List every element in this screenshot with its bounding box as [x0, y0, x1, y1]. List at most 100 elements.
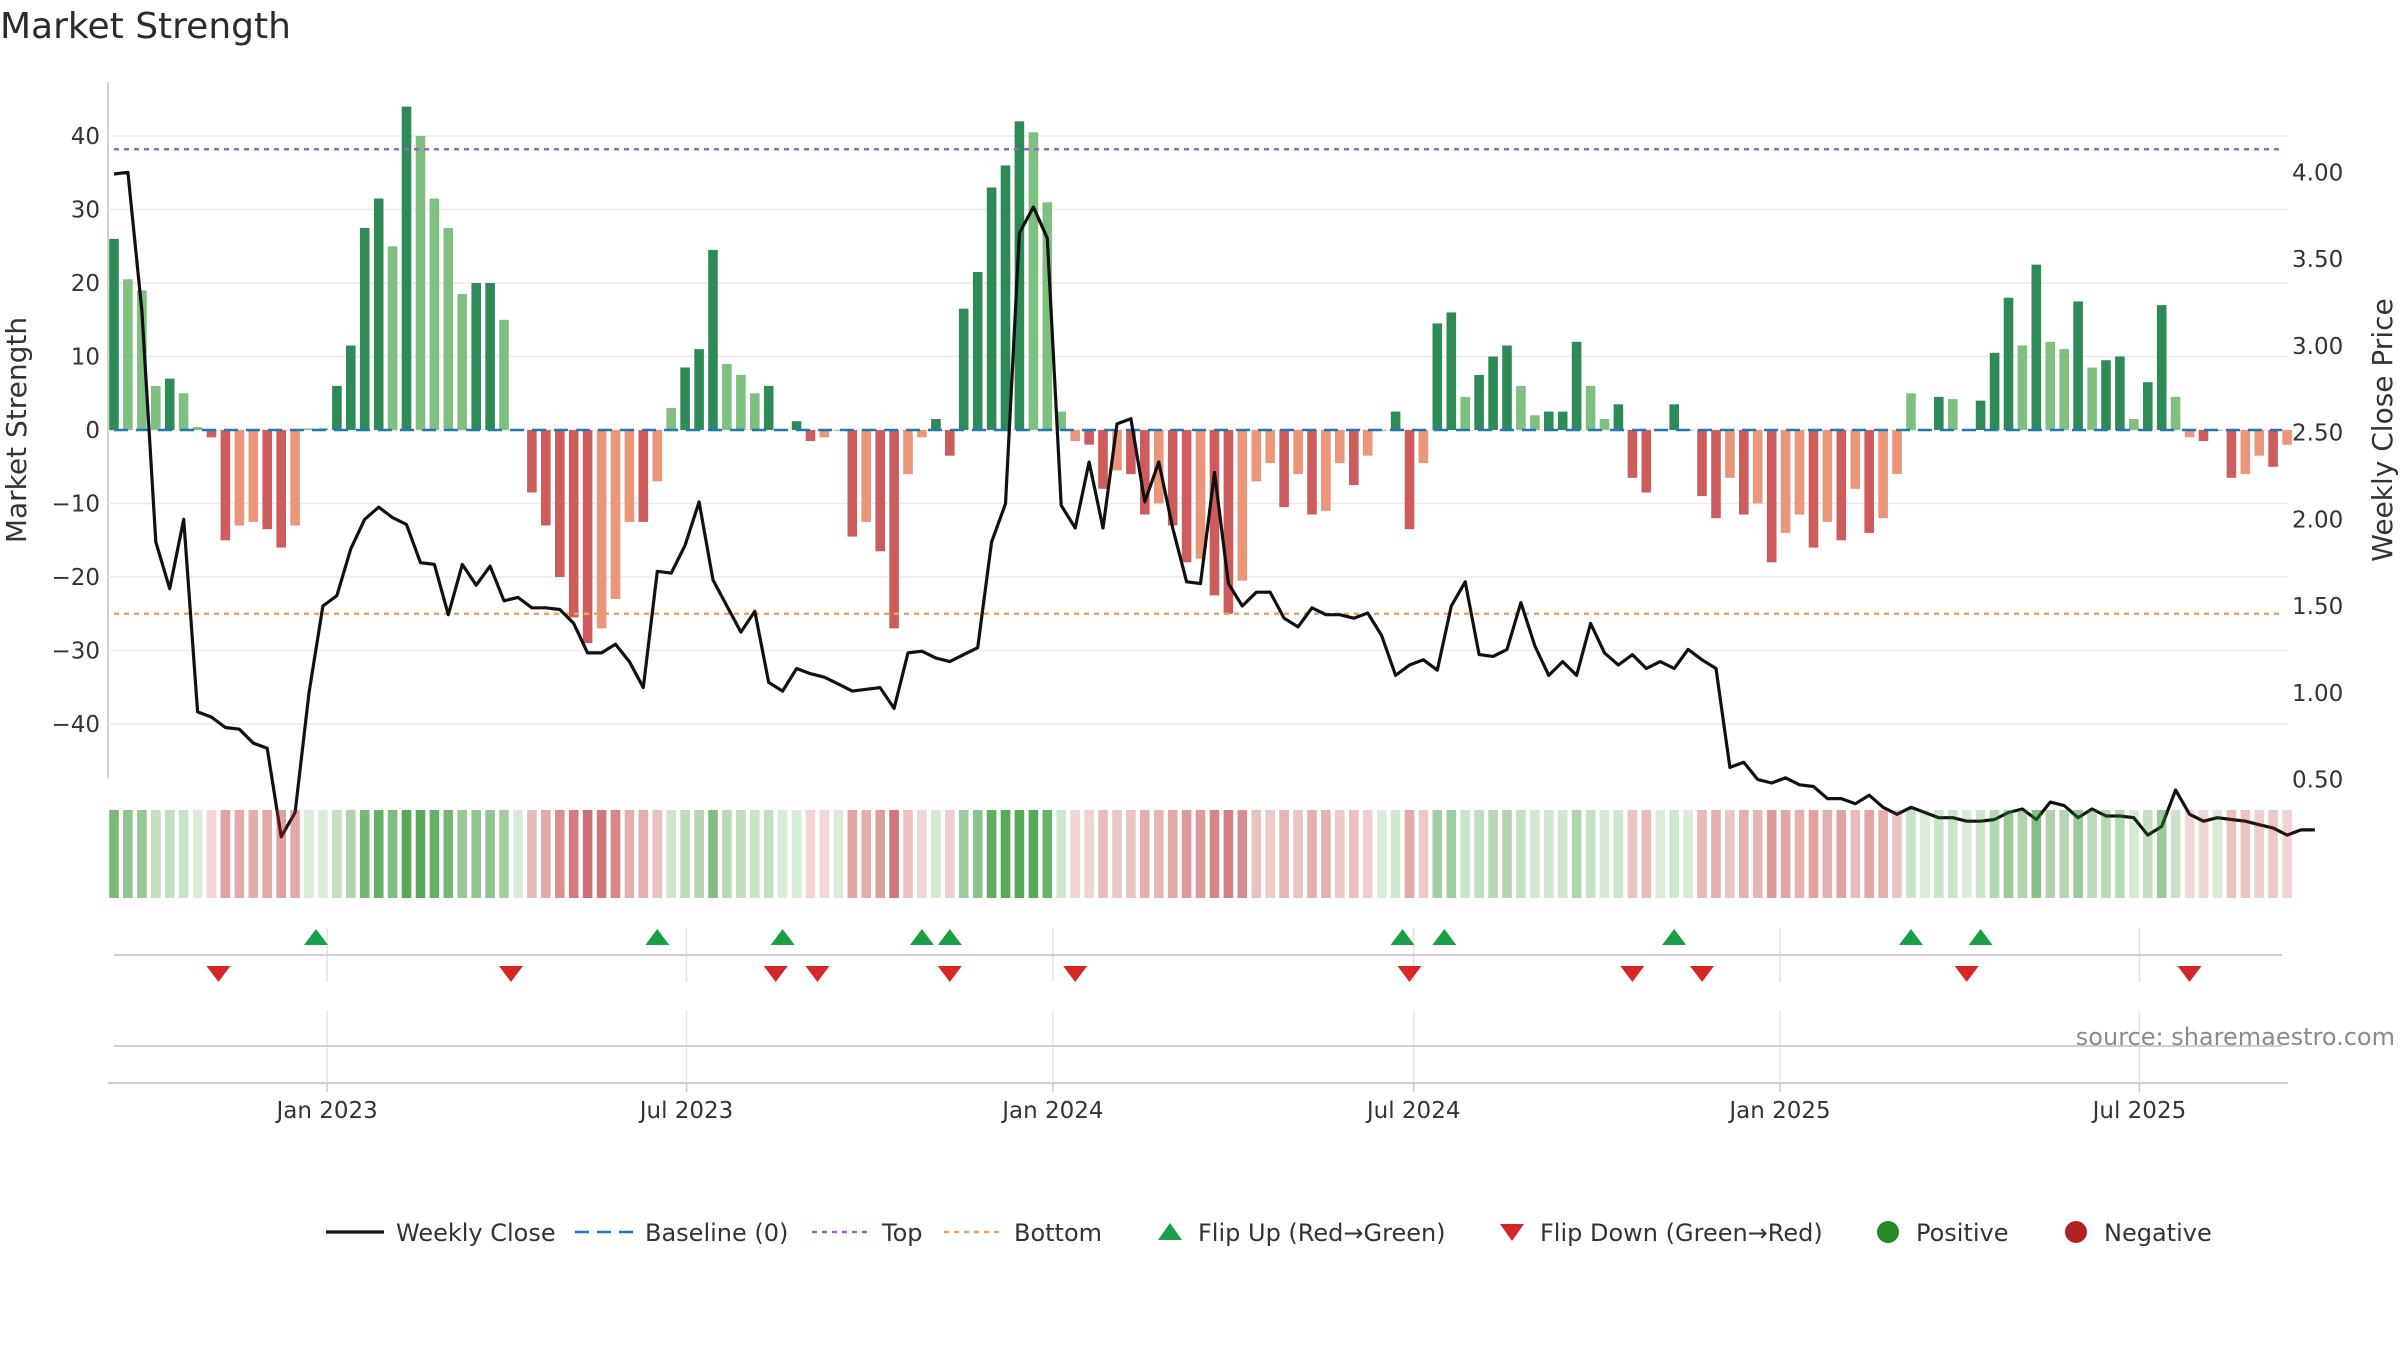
- strength-bar: [1627, 430, 1638, 478]
- heat-cell: [1237, 810, 1248, 898]
- strength-bar: [1864, 430, 1874, 533]
- legend-label: Negative: [2104, 1219, 2212, 1247]
- strength-bar: [1390, 411, 1401, 430]
- strength-bar: [931, 419, 941, 430]
- main-panel: 40 30 20 10 0 −10 −20 −30 −40 4.00 3.50 3.00 2.50 2.…: [0, 82, 2399, 839]
- strength-bar: [2282, 430, 2292, 445]
- heat-cell: [1599, 810, 1610, 898]
- source-text: source: sharemaestro.com: [2076, 1023, 2395, 1051]
- strength-bar: [638, 430, 649, 522]
- heat-cell: [1585, 810, 1596, 898]
- heat-cell: [2143, 810, 2153, 898]
- heat-cell: [1251, 810, 1262, 898]
- strength-bar: [387, 246, 398, 431]
- heat-cell: [875, 810, 885, 898]
- flip-up-marker: [645, 929, 670, 945]
- heat-cell: [1362, 810, 1373, 898]
- heat-cell: [262, 810, 272, 898]
- strength-bar: [2184, 430, 2195, 438]
- heat-cell: [178, 810, 189, 898]
- flip-markers: [206, 929, 2202, 982]
- heat-cell: [1279, 810, 1289, 898]
- strength-bar: [1613, 404, 1624, 430]
- strength-bar: [262, 430, 272, 530]
- heat-cell: [1488, 810, 1498, 898]
- strength-bar: [1474, 374, 1484, 430]
- strength-bar: [555, 430, 565, 577]
- strength-bar: [2087, 367, 2097, 430]
- heat-cell: [276, 810, 286, 898]
- heat-cell: [1557, 810, 1568, 898]
- heat-cell: [304, 810, 314, 898]
- flip-down-marker: [2177, 966, 2202, 982]
- strength-bar: [568, 430, 579, 618]
- legend-flip-up-icon: [1158, 1223, 1182, 1240]
- strength-bar: [1641, 430, 1652, 493]
- strength-bar: [2129, 419, 2139, 430]
- heat-cell: [415, 810, 426, 898]
- strength-bar: [1948, 399, 1958, 430]
- y2-tick-label: 2.50: [2292, 421, 2343, 447]
- strength-bar: [2198, 430, 2209, 441]
- heat-cell: [2003, 810, 2014, 898]
- x-tick-label: Jan 2025: [1727, 1098, 1830, 1124]
- flip-down-marker: [1063, 966, 1088, 982]
- flip-down-marker: [1620, 966, 1645, 982]
- strength-bar: [1014, 121, 1025, 431]
- strength-bar: [1488, 356, 1498, 430]
- y2-tick-label: 3.00: [2292, 334, 2343, 360]
- heat-cell: [109, 810, 119, 898]
- heat-cell: [889, 810, 899, 898]
- heat-cell: [1975, 810, 1986, 898]
- strength-bar: [2045, 341, 2056, 430]
- strength-bar: [2240, 430, 2251, 475]
- heat-cell: [332, 810, 342, 898]
- strength-bar: [541, 430, 551, 526]
- strength-bar: [346, 345, 356, 430]
- strength-bar: [2031, 264, 2042, 430]
- strength-bar: [945, 430, 955, 456]
- strength-bar: [248, 430, 259, 522]
- strength-bar: [2073, 301, 2083, 430]
- strength-bar: [1836, 430, 1847, 541]
- heat-cell: [1794, 810, 1805, 898]
- strength-bar: [457, 294, 467, 430]
- strength-heat-strip: [109, 810, 2292, 898]
- flip-up-marker: [770, 929, 795, 945]
- heat-cell: [1404, 810, 1415, 898]
- heat-cell: [2156, 810, 2167, 898]
- heat-cell: [1349, 810, 1359, 898]
- heat-cell: [1335, 810, 1345, 898]
- strength-bar: [1808, 430, 1819, 548]
- strength-bar: [206, 430, 217, 438]
- heat-cell: [708, 810, 718, 898]
- x-tick-label: Jan 2024: [1000, 1098, 1103, 1124]
- heat-cell: [2031, 810, 2042, 898]
- strength-bar: [123, 279, 133, 430]
- strength-bar: [2254, 430, 2264, 456]
- heat-cell: [1028, 810, 1039, 898]
- heat-cell: [1878, 810, 1888, 898]
- y2-tick-label: 3.50: [2292, 247, 2343, 273]
- y2-axis-label: Weekly Close Price: [2366, 298, 2399, 561]
- strength-bar: [596, 430, 607, 629]
- heat-cell: [443, 810, 454, 898]
- heat-cell: [1293, 810, 1303, 898]
- strength-bar: [750, 393, 760, 431]
- strength-bar: [1195, 430, 1206, 559]
- strength-bar: [1850, 430, 1861, 489]
- heat-cell: [234, 810, 245, 898]
- heat-cell: [1000, 810, 1011, 898]
- strength-bar: [972, 272, 983, 430]
- flip-down-marker: [206, 966, 231, 982]
- strength-bar: [791, 421, 802, 430]
- heat-cell: [1948, 810, 1958, 898]
- heat-cell: [290, 810, 300, 898]
- heat-cell: [220, 810, 231, 898]
- heat-cell: [986, 810, 997, 898]
- heat-cell: [1766, 810, 1777, 898]
- strength-bar: [1432, 323, 1443, 430]
- heat-cell: [1892, 810, 1902, 898]
- strength-bar: [903, 430, 913, 475]
